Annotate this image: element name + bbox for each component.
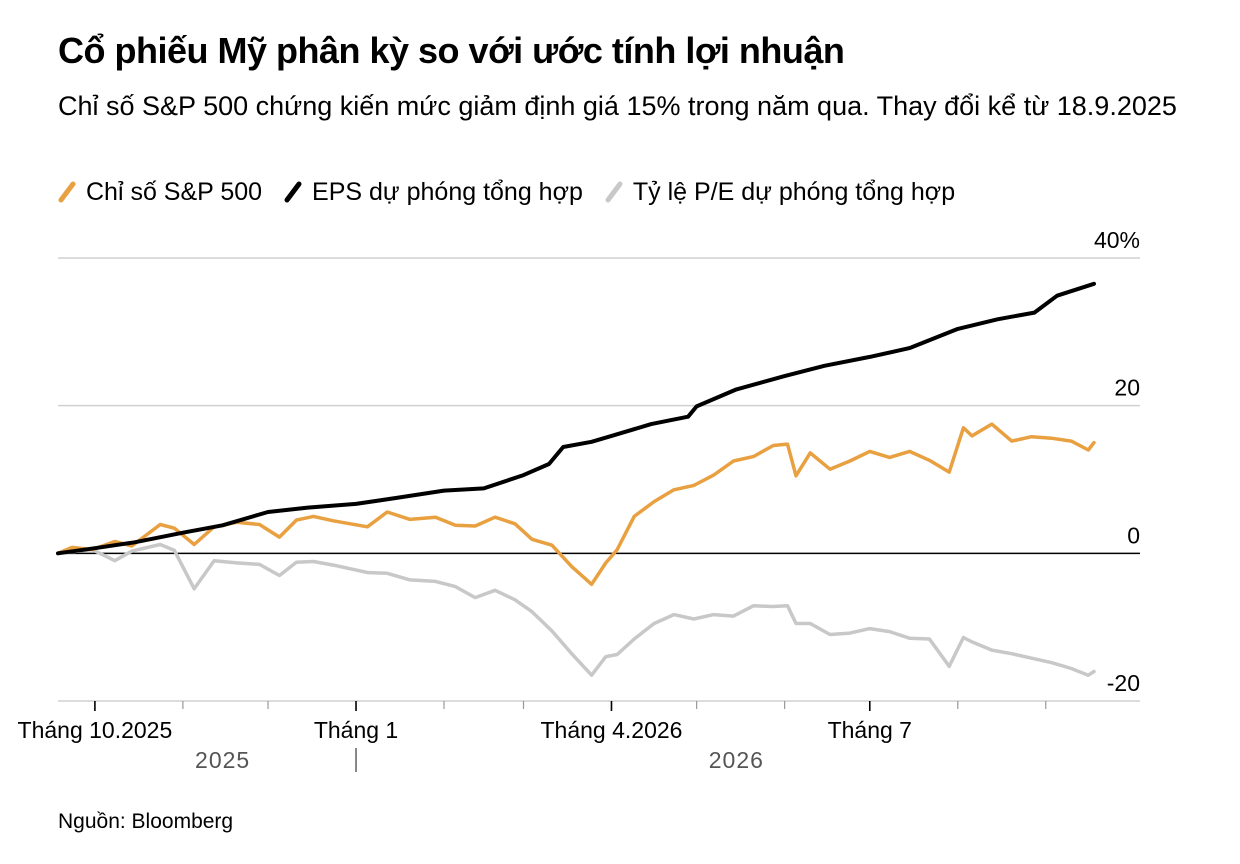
year-label: 2025 [195,747,250,773]
x-tick-label: Tháng 10.2025 [18,717,173,743]
legend-label-eps: EPS dự phóng tổng hợp [312,177,583,206]
legend-label-sp500: Chỉ số S&P 500 [86,177,263,206]
legend-item-eps: EPS dự phóng tổng hợp [284,178,583,207]
legend-swatch-pe [605,181,623,203]
legend-item-pe: Tỷ lệ P/E dự phóng tổng hợp [605,178,955,207]
chart-legend: Chỉ số S&P 500 EPS dự phóng tổng hợp Tỷ … [58,174,977,210]
year-label: 2026 [709,747,764,773]
series-line-pe [56,542,1096,677]
chart-subtitle: Chỉ số S&P 500 chứng kiến mức giảm định … [58,91,1177,121]
series-line-sp500 [56,422,1096,587]
y-tick-label: 20 [1114,375,1140,401]
chart-title: Cổ phiếu Mỹ phân kỳ so với ước tính lợi … [58,30,845,71]
y-tick-label: -20 [1107,670,1140,696]
x-tick-label: Tháng 7 [828,717,912,743]
x-tick-label: Tháng 4.2026 [541,717,683,743]
y-tick-label: 40% [1094,227,1140,253]
series-line-eps [56,281,1096,556]
x-tick-label: Tháng 1 [314,717,398,743]
legend-swatch-eps [284,181,302,203]
legend-label-pe: Tỷ lệ P/E dự phóng tổng hợp [632,177,956,206]
legend-swatch-sp500 [58,181,76,203]
y-tick-label: 0 [1127,522,1140,548]
source-note: Nguồn: Bloomberg [58,810,234,833]
legend-item-sp500: Chỉ số S&P 500 [58,178,262,207]
